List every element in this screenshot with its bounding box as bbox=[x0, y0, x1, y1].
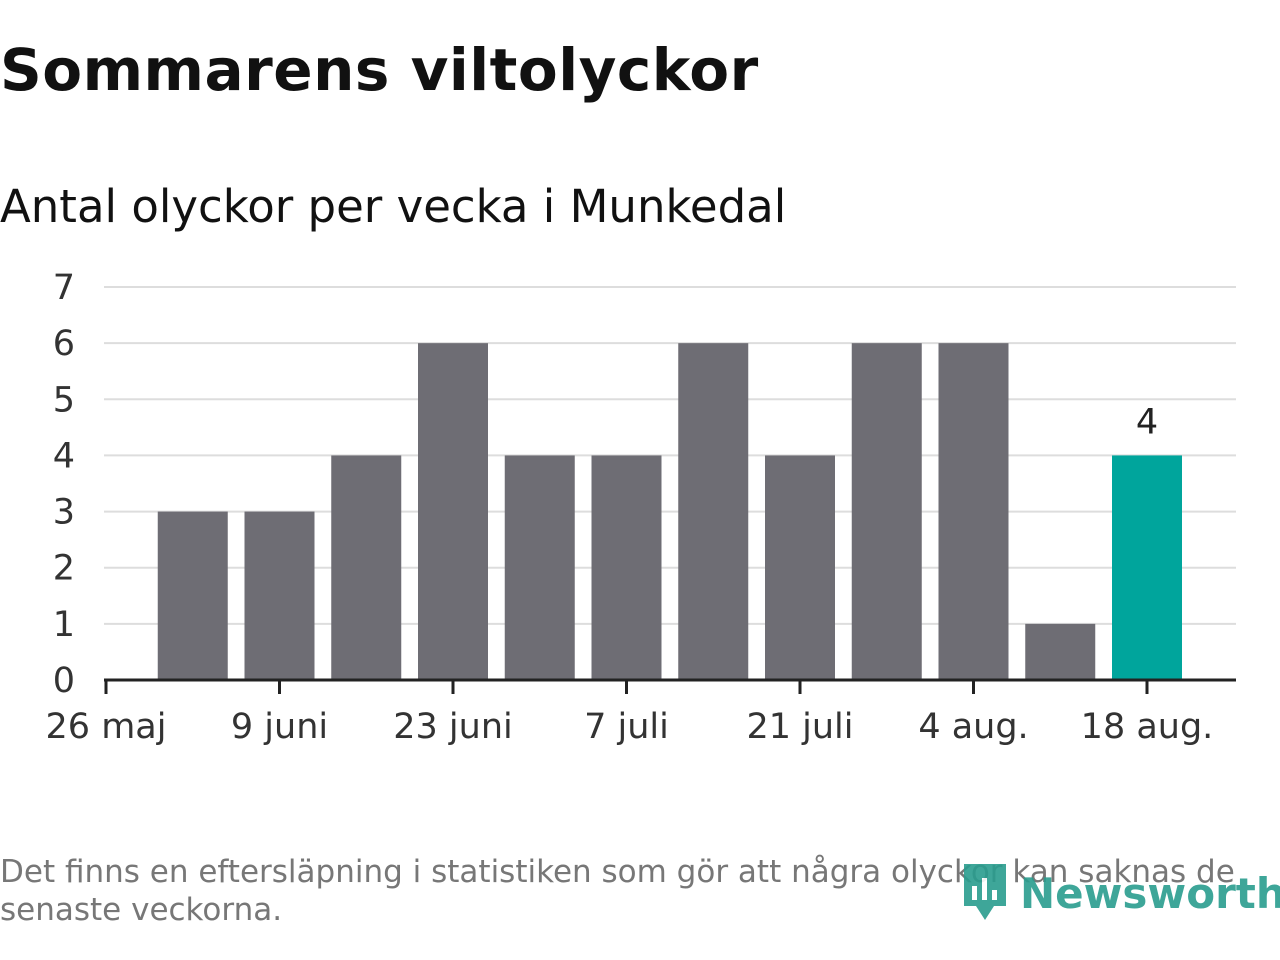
bar bbox=[765, 455, 835, 680]
y-tick-label: 6 bbox=[53, 324, 75, 364]
bar bbox=[678, 343, 749, 680]
chart-title: Sommarens viltolyckor bbox=[0, 36, 759, 104]
bar-value-label: 4 bbox=[1136, 402, 1158, 442]
y-tick-label: 4 bbox=[53, 436, 75, 476]
bar bbox=[938, 343, 1009, 680]
x-tick-label: 7 juli bbox=[584, 707, 669, 747]
chart-subtitle: Antal olyckor per vecka i Munkedal bbox=[0, 180, 787, 233]
y-tick-label: 2 bbox=[53, 549, 75, 589]
bar-highlight bbox=[1112, 455, 1182, 680]
x-tick-label: 4 aug. bbox=[918, 707, 1028, 747]
bar bbox=[331, 455, 402, 680]
y-tick-label: 1 bbox=[53, 605, 75, 645]
bar bbox=[504, 455, 575, 680]
x-tick-label: 9 juni bbox=[231, 707, 328, 747]
x-tick-label: 26 maj bbox=[46, 707, 167, 747]
x-tick-label: 23 juni bbox=[393, 707, 512, 747]
bar bbox=[851, 343, 922, 680]
bar bbox=[244, 511, 315, 680]
x-tick-label: 21 juli bbox=[746, 707, 853, 747]
newsworthy-logo-icon bbox=[964, 864, 1006, 920]
newsworthy-logo-text: Newsworthy bbox=[1020, 868, 1280, 918]
bar bbox=[157, 511, 228, 680]
y-tick-label: 3 bbox=[53, 493, 75, 533]
bar bbox=[418, 343, 488, 680]
bar bbox=[1025, 623, 1096, 680]
x-tick-label: 18 aug. bbox=[1081, 707, 1214, 747]
y-tick-label: 7 bbox=[53, 268, 75, 308]
footnote: Det finns en eftersläpning i statistiken… bbox=[0, 854, 1235, 928]
y-tick-label: 0 bbox=[53, 661, 75, 701]
y-tick-label: 5 bbox=[53, 380, 75, 420]
newsworthy-logo: Newsworthy bbox=[960, 858, 1280, 928]
bar bbox=[591, 455, 662, 680]
